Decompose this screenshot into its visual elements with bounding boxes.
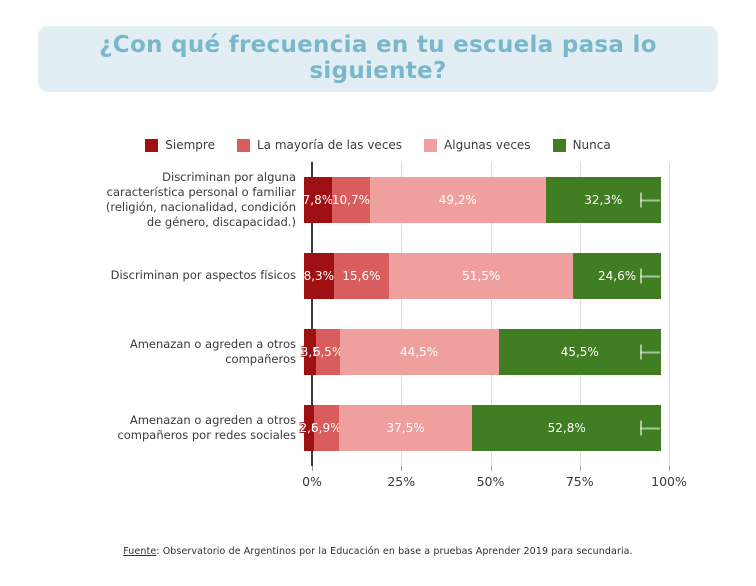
source-label: Fuente bbox=[123, 546, 157, 557]
stacked-bar: 2,8 6,9% 37,5% 52,8% bbox=[299, 405, 661, 451]
legend-item: La mayoría de las veces bbox=[236, 138, 403, 152]
legend-label: Algunas veces bbox=[444, 138, 531, 152]
legend: Siempre La mayoría de las veces Algunas ve… bbox=[0, 136, 756, 154]
bar-segment-2: 15,6% bbox=[333, 253, 390, 299]
x-tick-mark bbox=[490, 466, 492, 471]
segment-value-label: 32,3% bbox=[584, 193, 623, 207]
page-title: ¿Con qué frecuencia en tu escuela pasa l… bbox=[38, 26, 718, 92]
category-label: Amenazan o agreden a otros compañeros bbox=[129, 336, 296, 366]
segment-value-label: 8,3% bbox=[303, 269, 335, 283]
plot-grid bbox=[311, 162, 670, 466]
error-whisker bbox=[639, 420, 660, 436]
segment-value-label: 49,2% bbox=[438, 193, 477, 207]
x-tick-label: 100% bbox=[651, 474, 687, 489]
bar-segment-1: 3,5 bbox=[301, 329, 320, 375]
legend-item: Siempre bbox=[145, 138, 215, 152]
error-whisker bbox=[639, 192, 660, 208]
chart-row: Amenazan o agreden a otros compañeros po… bbox=[92, 390, 672, 466]
legend-label: La mayoría de las veces bbox=[256, 138, 403, 152]
stacked-bar-chart: Discriminan por alguna característica pe… bbox=[92, 162, 672, 466]
legend-swatch-icon bbox=[145, 138, 159, 152]
x-axis: 0% 25% 50% 75% 100% bbox=[302, 466, 687, 494]
bar-segment-2: 10,7% bbox=[331, 177, 371, 223]
legend-swatch-icon bbox=[424, 138, 438, 152]
x-tick-label: 25% bbox=[387, 474, 416, 489]
legend-item: Algunas veces bbox=[424, 138, 531, 152]
segment-value-label: 15,6% bbox=[342, 269, 381, 283]
legend-swatch-icon bbox=[236, 138, 250, 152]
bar-rows: Discriminan por alguna característica pe… bbox=[92, 162, 672, 466]
bar-segment-4: 45,5% bbox=[498, 329, 661, 375]
x-tick-mark bbox=[401, 466, 403, 471]
x-tick-mark bbox=[579, 466, 581, 471]
y-axis-line bbox=[311, 162, 313, 466]
segment-value-label: 52,8% bbox=[547, 421, 586, 435]
segment-value-label: 24,6% bbox=[598, 269, 637, 283]
segment-value-label: 2,8 bbox=[299, 421, 319, 435]
source-text: : Observatorio de Argentinos por la Educ… bbox=[156, 546, 633, 557]
bar-segment-3: 51,5% bbox=[389, 253, 574, 299]
segment-value-label: 37,5% bbox=[386, 421, 425, 435]
legend-label: Nunca bbox=[572, 138, 611, 152]
bar-segment-2: 6,5% bbox=[313, 329, 343, 375]
bar-segment-2: 6,9% bbox=[311, 405, 342, 451]
segment-value-label: 45,5% bbox=[560, 345, 599, 359]
bar-segment-4: 24,6% bbox=[573, 253, 661, 299]
source-note: Fuente: Observatorio de Argentinos por l… bbox=[0, 546, 756, 557]
segment-value-label: 51,5% bbox=[462, 269, 501, 283]
category-label: Amenazan o agreden a otros compañeros po… bbox=[117, 412, 296, 442]
gridline bbox=[401, 162, 403, 466]
bar-segment-4: 32,3% bbox=[545, 177, 661, 223]
error-whisker bbox=[639, 344, 660, 360]
x-tick-mark bbox=[312, 466, 313, 471]
bar-segment-1: 7,8% bbox=[302, 177, 334, 223]
segment-value-label: 6,9% bbox=[311, 421, 342, 435]
bar-segment-1: 8,3% bbox=[304, 253, 334, 299]
segment-value-label: 7,8% bbox=[302, 193, 334, 207]
chart-row: Amenazan o agreden a otros compañeros 3,5… bbox=[92, 314, 672, 390]
error-whisker bbox=[639, 268, 660, 284]
bar-segment-3: 49,2% bbox=[370, 177, 546, 223]
gridline bbox=[669, 162, 670, 466]
gridline bbox=[579, 162, 581, 466]
category-label: Discriminan por alguna característica pe… bbox=[105, 169, 296, 230]
category-label: Discriminan por aspectos físicos bbox=[110, 268, 296, 283]
segment-value-label: 6,5% bbox=[312, 345, 344, 359]
segment-value-label: 44,5% bbox=[400, 345, 439, 359]
x-tick-label: 75% bbox=[565, 474, 594, 489]
stacked-bar: 8,3% 15,6% 51,5% 24,6% bbox=[304, 253, 661, 299]
x-tick-label: 0% bbox=[302, 474, 322, 489]
legend-label: Siempre bbox=[165, 138, 215, 152]
x-tick-label: 50% bbox=[476, 474, 505, 489]
stacked-bar: 3,5 6,5% 44,5% 45,5% bbox=[301, 329, 661, 375]
x-tick-mark bbox=[669, 466, 670, 471]
legend-swatch-icon bbox=[552, 138, 566, 152]
segment-value-label: 10,7% bbox=[331, 193, 370, 207]
gridline bbox=[490, 162, 492, 466]
stacked-bar: 7,8% 10,7% 49,2% 32,3% bbox=[302, 177, 661, 223]
bar-segment-3: 44,5% bbox=[339, 329, 499, 375]
bar-segment-3: 37,5% bbox=[338, 405, 473, 451]
legend-item: Nunca bbox=[552, 138, 611, 152]
segment-value-label: 3,5 bbox=[300, 345, 320, 359]
bar-segment-1: 2,8 bbox=[299, 405, 319, 451]
bar-segment-4: 52,8% bbox=[472, 405, 661, 451]
chart-row: Discriminan por aspectos físicos 8,3% 15,6… bbox=[92, 238, 672, 314]
chart-row: Discriminan por alguna característica pe… bbox=[92, 162, 672, 238]
